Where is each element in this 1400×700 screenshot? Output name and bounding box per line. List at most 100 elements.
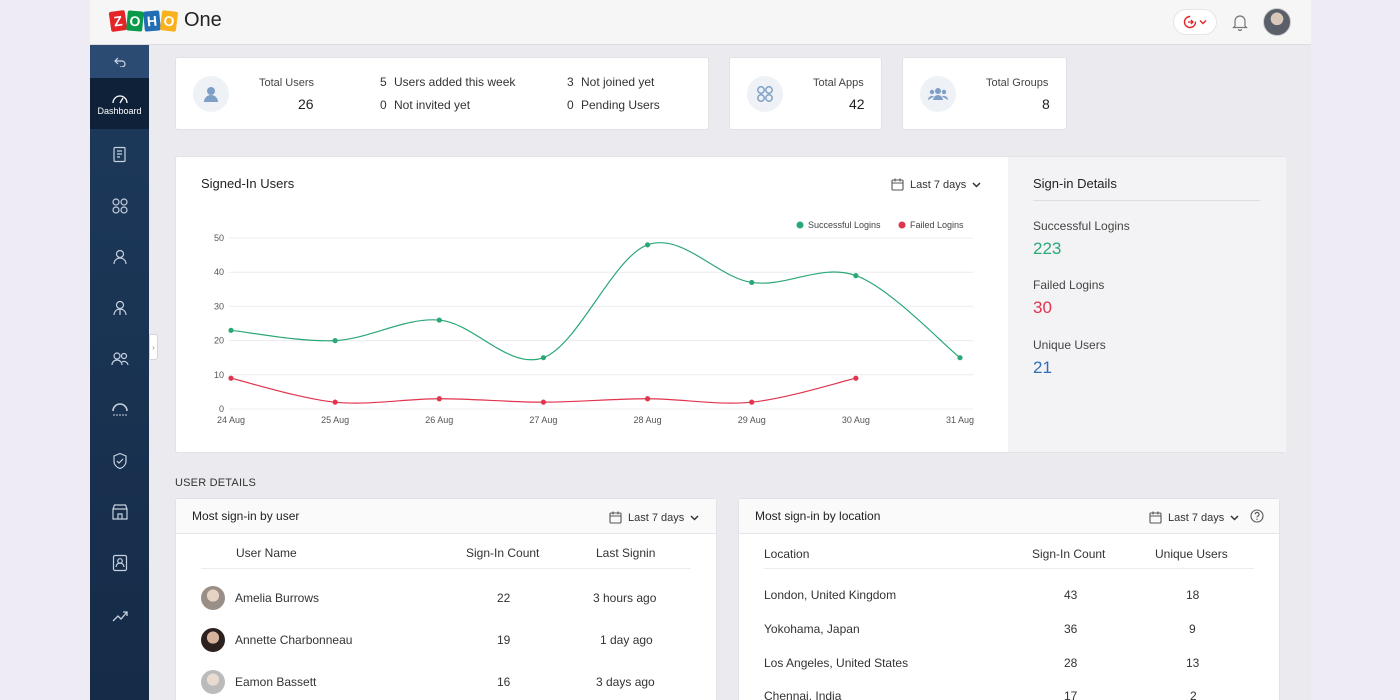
y-tick-label: 0 <box>219 404 224 414</box>
sign-in-by-user-panel: Most sign-in by user Last 7 days User Na… <box>175 498 717 700</box>
y-tick-label: 20 <box>214 336 224 346</box>
sign-in-count: 19 <box>497 633 511 647</box>
y-tick-label: 10 <box>214 370 224 380</box>
apps-summary-card[interactable]: Total Apps 42 <box>729 57 882 130</box>
users-added-stat[interactable]: 5 Users added this week <box>380 75 515 89</box>
x-tick-label: 30 Aug <box>842 415 870 425</box>
sidebar-item-security[interactable] <box>90 435 149 486</box>
sidebar-item-domains[interactable] <box>90 384 149 435</box>
data-point <box>332 399 338 405</box>
sidebar-item-apps[interactable] <box>90 180 149 231</box>
column-header-sign-in-count[interactable]: Sign-In Count <box>1032 547 1106 561</box>
top-actions <box>1173 8 1291 36</box>
user-name[interactable]: Annette Charbonneau <box>235 633 353 647</box>
zoho-one-logo[interactable]: Z O H O One <box>108 9 222 32</box>
user-range-dropdown[interactable]: Last 7 days <box>609 511 699 524</box>
top-bar: Z O H O One <box>90 0 1311 45</box>
signin-details-panel: Sign-in Details Successful Logins 223 Fa… <box>1008 157 1286 452</box>
groups-icon <box>920 76 956 112</box>
logo-letter: O <box>159 9 179 32</box>
data-point <box>853 273 859 279</box>
data-point <box>332 338 338 344</box>
data-point <box>644 242 651 248</box>
total-users-value: 26 <box>298 96 314 112</box>
successful-logins-label: Successful Logins <box>1033 219 1130 233</box>
bell-icon[interactable] <box>1231 13 1249 31</box>
range-label: Last 7 days <box>1168 511 1225 524</box>
failed-logins-value: 30 <box>1033 298 1052 317</box>
total-groups-value: 8 <box>1042 96 1050 112</box>
column-header-sign-in-count[interactable]: Sign-In Count <box>466 546 540 560</box>
profile-avatar[interactable] <box>1263 8 1291 36</box>
location-name[interactable]: Los Angeles, United States <box>764 656 909 670</box>
data-point <box>853 375 859 381</box>
unique-users-count: 2 <box>1190 689 1197 700</box>
series-line <box>230 377 856 404</box>
data-point <box>540 355 547 361</box>
x-tick-label: 29 Aug <box>738 415 766 425</box>
chevron-down-icon <box>690 515 699 521</box>
pending-users-stat[interactable]: 0 Pending Users <box>567 98 660 112</box>
user-name[interactable]: Amelia Burrows <box>235 591 320 605</box>
sidebar-item-label: Dashboard <box>97 105 142 116</box>
signout-menu-button[interactable] <box>1173 9 1217 35</box>
x-tick-label: 25 Aug <box>321 415 349 425</box>
logo-letter: O <box>126 9 144 32</box>
successful-logins-value: 223 <box>1033 239 1062 258</box>
not-joined-label: Not joined yet <box>581 75 655 89</box>
sidebar-back-button[interactable] <box>90 45 149 78</box>
x-tick-label: 26 Aug <box>425 415 453 425</box>
logo-letter: H <box>143 9 161 32</box>
column-header-location[interactable]: Location <box>764 547 810 561</box>
total-users-label: Total Users <box>259 77 315 89</box>
sidebar-item-users[interactable] <box>90 231 149 282</box>
sidebar-item-reports[interactable] <box>90 129 149 180</box>
sign-in-count: 16 <box>497 675 511 689</box>
chevron-down-icon <box>972 182 981 188</box>
users-added-count: 5 <box>380 75 387 89</box>
sidebar-item-dashboard[interactable]: Dashboard <box>90 78 149 129</box>
sidebar-item-marketplace[interactable] <box>90 486 149 537</box>
sign-in-count: 28 <box>1064 656 1078 670</box>
panel-title: Most sign-in by location <box>755 509 881 523</box>
sidebar-item-directory[interactable] <box>90 537 149 588</box>
sidebar-collapse-toggle[interactable]: › <box>149 334 158 360</box>
last-signin: 3 hours ago <box>593 591 657 605</box>
not-invited-stat[interactable]: 0 Not invited yet <box>380 98 470 112</box>
admin-user-icon <box>112 300 127 315</box>
not-invited-count: 0 <box>380 98 387 112</box>
divider <box>764 568 1254 569</box>
location-name[interactable]: Chennai, India <box>764 689 842 700</box>
apps-grid-icon <box>747 76 783 112</box>
data-point <box>436 317 442 323</box>
location-range-dropdown[interactable]: Last 7 days <box>1149 511 1239 524</box>
not-joined-stat[interactable]: 3 Not joined yet <box>567 75 654 89</box>
not-joined-count: 3 <box>567 75 574 89</box>
column-header-user-name[interactable]: User Name <box>236 546 297 560</box>
unique-users-count: 9 <box>1189 622 1196 636</box>
product-name: One <box>184 9 222 31</box>
user-name[interactable]: Eamon Bassett <box>235 675 317 689</box>
user-icon <box>112 249 127 264</box>
sign-in-count: 43 <box>1064 588 1078 602</box>
sidebar-item-groups[interactable] <box>90 333 149 384</box>
location-name[interactable]: London, United Kingdom <box>764 588 897 602</box>
signed-in-line-chart: 0 10 20 30 40 50 24 Aug 25 Aug 26 Aug 27 Aug 28 Au… <box>214 220 974 425</box>
signin-details-title: Sign-in Details <box>1033 176 1117 191</box>
y-tick-label: 40 <box>214 267 224 277</box>
column-header-last-signin[interactable]: Last Signin <box>596 546 656 560</box>
report-icon <box>112 146 126 162</box>
user-avatar-icon <box>193 76 229 112</box>
sidebar-item-admins[interactable] <box>90 282 149 333</box>
column-header-unique-users[interactable]: Unique Users <box>1155 547 1228 561</box>
data-point <box>957 355 963 361</box>
signout-icon <box>1183 15 1197 29</box>
back-arrow-icon <box>113 57 126 67</box>
sidebar-item-analytics[interactable] <box>90 588 149 639</box>
groups-summary-card[interactable]: Total Groups 8 <box>902 57 1067 130</box>
chart-range-dropdown[interactable]: Last 7 days <box>891 178 981 191</box>
help-icon[interactable] <box>1250 509 1264 523</box>
location-name[interactable]: Yokohama, Japan <box>764 622 860 636</box>
pending-users-count: 0 <box>567 98 574 112</box>
divider <box>1033 200 1260 201</box>
